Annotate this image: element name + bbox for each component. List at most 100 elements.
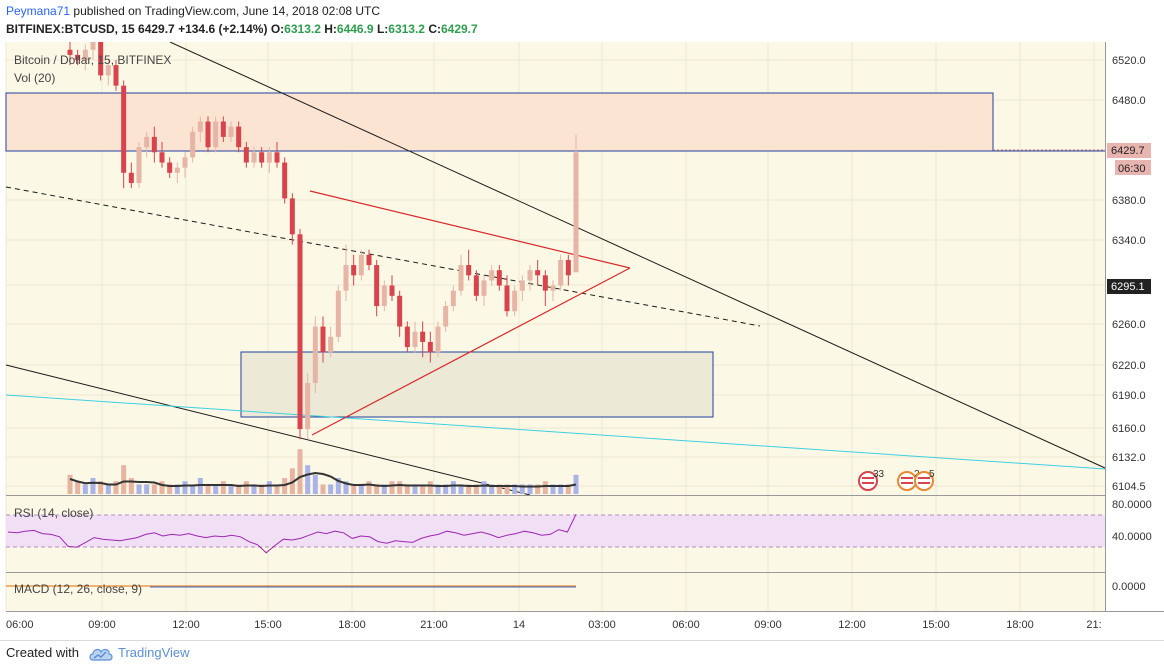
time-axis[interactable] xyxy=(0,611,1164,640)
candle-body xyxy=(420,331,426,342)
candle-body xyxy=(90,42,96,50)
volume-bar xyxy=(435,484,441,494)
candle-body xyxy=(151,136,157,153)
chart-area[interactable]: 6520.0 6480.0 6429.7 6380.0 6340.0 6295.1 6260… xyxy=(0,42,1164,640)
volume-bar xyxy=(136,484,142,494)
volume-bar xyxy=(358,484,364,494)
price-tick-label: 6160.0 xyxy=(1112,423,1146,435)
candle-body xyxy=(220,121,226,137)
rsi-tick-label: 80.0000 xyxy=(1112,499,1152,511)
descending-trendline-upper[interactable] xyxy=(169,42,1106,469)
resistance-zone[interactable] xyxy=(5,92,994,152)
last-price-badge xyxy=(1107,143,1151,158)
volume-bar xyxy=(128,478,134,494)
volume-bar xyxy=(205,484,211,494)
macd-pane[interactable] xyxy=(6,573,1105,611)
volume-bar xyxy=(374,484,380,494)
volume-bar xyxy=(228,484,234,494)
triangle-lower-line[interactable] xyxy=(311,267,631,436)
high-label: H: xyxy=(324,22,337,36)
time-tick-label: 15:00 xyxy=(254,619,282,631)
volume-bar xyxy=(82,484,88,494)
time-tick-label: 12:00 xyxy=(838,619,866,631)
volume-bar xyxy=(220,481,226,494)
level-price-badge xyxy=(1107,279,1151,294)
candle-body xyxy=(105,65,111,76)
price-axis[interactable] xyxy=(1105,42,1164,611)
candle-body xyxy=(351,265,357,276)
candle-body xyxy=(228,126,234,137)
volume-bar xyxy=(542,481,548,494)
support-trendline[interactable] xyxy=(5,394,1106,470)
volume-bar xyxy=(113,481,119,494)
volume-bar xyxy=(573,474,579,494)
flag-icon-us-event[interactable]: 33 xyxy=(858,469,885,491)
volume-label: Vol (20) xyxy=(14,71,55,85)
candle-body xyxy=(282,162,288,199)
candle-body xyxy=(236,126,242,148)
candle-body xyxy=(266,152,272,163)
volume-bar xyxy=(427,481,433,494)
candle-body xyxy=(466,265,472,276)
candle-body xyxy=(381,285,387,307)
time-tick-label: 09:00 xyxy=(754,619,782,631)
tradingview-cloud-icon[interactable] xyxy=(88,643,114,665)
price-tick-label: 6480.0 xyxy=(1112,95,1146,107)
support-zone[interactable] xyxy=(240,351,714,418)
volume-bar xyxy=(335,478,341,494)
volume-bar xyxy=(466,484,472,494)
chart-header: Peymana71 published on TradingView.com, … xyxy=(0,0,1164,42)
macd-tick-label: 0.0000 xyxy=(1112,581,1146,593)
candle-body xyxy=(489,270,495,281)
publish-line: Peymana71 published on TradingView.com, … xyxy=(6,4,380,18)
candle-body xyxy=(496,270,502,286)
volume-bar xyxy=(366,481,372,494)
candle-body xyxy=(305,382,311,430)
tradingview-brand-link[interactable]: TradingView xyxy=(118,645,190,660)
time-tick-label: 15:00 xyxy=(922,619,950,631)
volume-bar xyxy=(266,481,272,494)
price-tick-label: 6520.0 xyxy=(1112,55,1146,67)
candle-body xyxy=(458,265,464,291)
candle-body xyxy=(274,152,280,163)
created-with-text: Created with xyxy=(6,645,79,660)
descending-trendline-lower[interactable] xyxy=(5,364,531,496)
volume-bar xyxy=(159,481,165,494)
volume-bar xyxy=(274,484,280,494)
flag-icon-us-event[interactable]: 5 xyxy=(914,469,935,491)
candle-body xyxy=(128,172,134,184)
candle-body xyxy=(98,42,104,76)
price-change: +134.6 (+2.14%) xyxy=(178,22,268,36)
rsi-label: RSI (14, close) xyxy=(14,506,93,520)
candle-body xyxy=(335,290,341,337)
high-value: 6446.9 xyxy=(336,22,374,36)
rsi-line xyxy=(7,514,577,554)
volume-bar xyxy=(512,484,518,494)
volume-bar xyxy=(527,484,533,494)
volume-bar xyxy=(473,484,479,494)
candle-body xyxy=(389,285,395,296)
volume-bar xyxy=(305,465,311,494)
volume-bar xyxy=(90,478,96,494)
volume-bar xyxy=(312,474,318,494)
volume-bar xyxy=(328,484,334,494)
footer: Created with TradingView xyxy=(0,640,1164,670)
volume-bar xyxy=(151,484,157,494)
volume-bar xyxy=(236,484,242,494)
candle-body xyxy=(67,49,73,55)
candle-body xyxy=(412,331,418,348)
volume-bar xyxy=(167,484,173,494)
volume-bar xyxy=(404,484,410,494)
author-link[interactable]: Peymana71 xyxy=(6,4,71,18)
volume-bar xyxy=(443,484,449,494)
dashed-midline[interactable] xyxy=(5,186,761,327)
time-tick-label: 14 xyxy=(513,619,525,631)
volume-bar xyxy=(389,481,395,494)
time-axis-labels: 06:00 09:00 12:00 15:00 18:00 21:00 14 03:00 06:… xyxy=(6,619,1102,631)
candle-body xyxy=(259,152,265,163)
time-tick-label: 06:00 xyxy=(672,619,700,631)
close-value: 6429.7 xyxy=(440,22,478,36)
event-count: 5 xyxy=(929,469,935,480)
candle-body xyxy=(366,254,372,266)
candle-body xyxy=(397,295,403,327)
